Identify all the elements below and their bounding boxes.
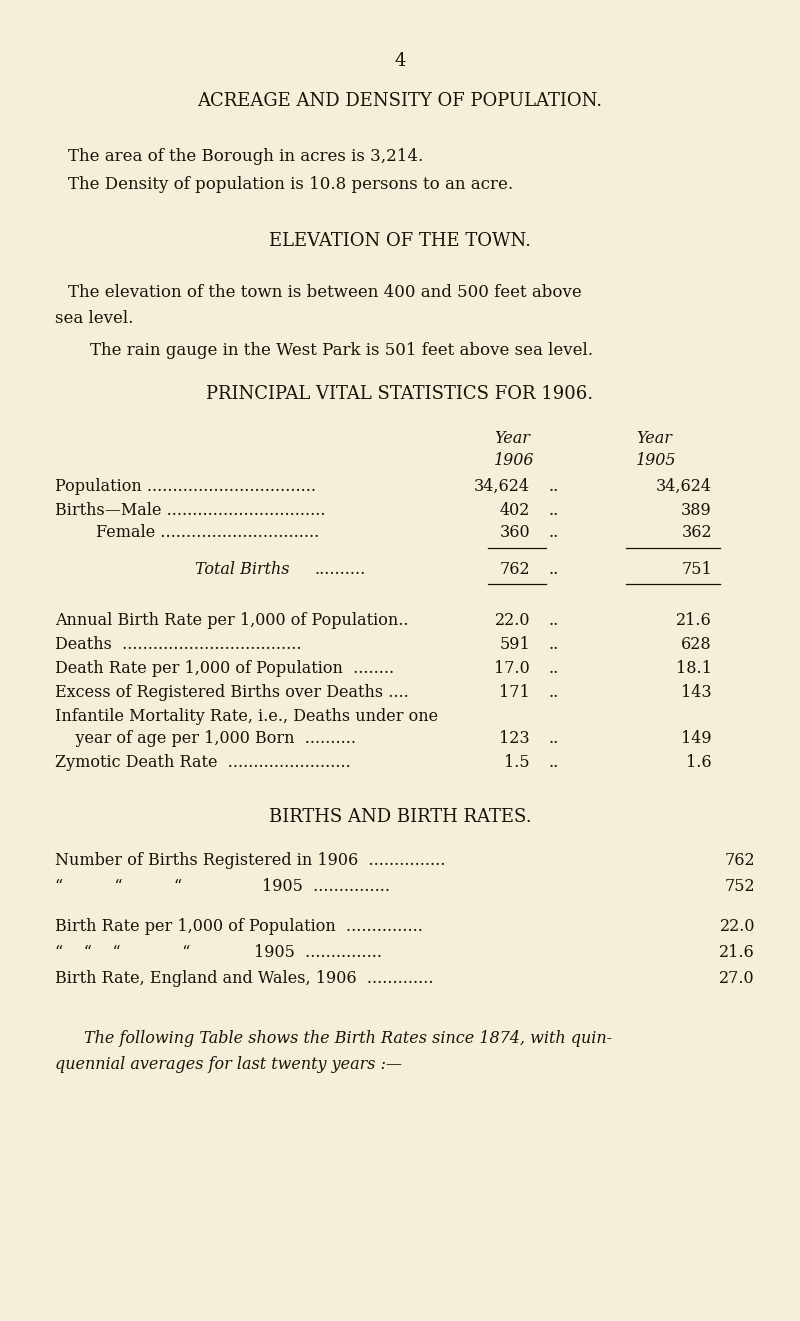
Text: 1905  ...............: 1905 ............... — [254, 945, 382, 960]
Text: Death Rate per 1,000 of Population  ........: Death Rate per 1,000 of Population .....… — [55, 660, 394, 676]
Text: Total Births: Total Births — [195, 561, 290, 579]
Text: The following Table shows the Birth Rates since 1874, with quin-: The following Table shows the Birth Rate… — [84, 1030, 612, 1048]
Text: ..: .. — [548, 561, 558, 579]
Text: 171: 171 — [499, 684, 530, 701]
Text: ELEVATION OF THE TOWN.: ELEVATION OF THE TOWN. — [269, 232, 531, 250]
Text: Excess of Registered Births over Deaths ....: Excess of Registered Births over Deaths … — [55, 684, 409, 701]
Text: ..: .. — [548, 660, 558, 676]
Text: 1.5: 1.5 — [504, 754, 530, 771]
Text: Birth Rate per 1,000 of Population  ...............: Birth Rate per 1,000 of Population .....… — [55, 918, 423, 935]
Text: 123: 123 — [499, 731, 530, 746]
Text: 360: 360 — [499, 524, 530, 542]
Text: ..: .. — [548, 478, 558, 495]
Text: Infantile Mortality Rate, i.e., Deaths under one: Infantile Mortality Rate, i.e., Deaths u… — [55, 708, 438, 725]
Text: 1.6: 1.6 — [686, 754, 712, 771]
Text: 21.6: 21.6 — [676, 612, 712, 629]
Text: Birth Rate, England and Wales, 1906  .............: Birth Rate, England and Wales, 1906 ....… — [55, 970, 434, 987]
Text: 4: 4 — [394, 52, 406, 70]
Text: 1905: 1905 — [636, 452, 677, 469]
Text: The elevation of the town is between 400 and 500 feet above: The elevation of the town is between 400… — [68, 284, 582, 301]
Text: The Density of population is 10.8 persons to an acre.: The Density of population is 10.8 person… — [68, 176, 513, 193]
Text: 17.0: 17.0 — [494, 660, 530, 676]
Text: ..: .. — [548, 754, 558, 771]
Text: 762: 762 — [499, 561, 530, 579]
Text: 1906: 1906 — [494, 452, 534, 469]
Text: year of age per 1,000 Born  ..........: year of age per 1,000 Born .......... — [55, 731, 356, 746]
Text: Female ...............................: Female ............................... — [55, 524, 319, 542]
Text: ..: .. — [548, 635, 558, 653]
Text: 21.6: 21.6 — [719, 945, 755, 960]
Text: ..: .. — [548, 731, 558, 746]
Text: Year: Year — [494, 431, 530, 446]
Text: ..: .. — [548, 612, 558, 629]
Text: 22.0: 22.0 — [719, 918, 755, 935]
Text: 34,624: 34,624 — [474, 478, 530, 495]
Text: ..........: .......... — [315, 561, 366, 579]
Text: The area of the Borough in acres is 3,214.: The area of the Borough in acres is 3,21… — [68, 148, 423, 165]
Text: 628: 628 — [682, 635, 712, 653]
Text: 762: 762 — [724, 852, 755, 869]
Text: Year: Year — [636, 431, 672, 446]
Text: ..: .. — [548, 502, 558, 519]
Text: 389: 389 — [682, 502, 712, 519]
Text: Annual Birth Rate per 1,000 of Population..: Annual Birth Rate per 1,000 of Populatio… — [55, 612, 409, 629]
Text: ACREAGE AND DENSITY OF POPULATION.: ACREAGE AND DENSITY OF POPULATION. — [198, 92, 602, 110]
Text: Population .................................: Population .............................… — [55, 478, 316, 495]
Text: “    “    “            “: “ “ “ “ — [55, 945, 190, 960]
Text: The rain gauge in the West Park is 501 feet above sea level.: The rain gauge in the West Park is 501 f… — [90, 342, 593, 359]
Text: 752: 752 — [724, 878, 755, 896]
Text: 34,624: 34,624 — [656, 478, 712, 495]
Text: PRINCIPAL VITAL STATISTICS FOR 1906.: PRINCIPAL VITAL STATISTICS FOR 1906. — [206, 384, 594, 403]
Text: BIRTHS AND BIRTH RATES.: BIRTHS AND BIRTH RATES. — [269, 808, 531, 826]
Text: 27.0: 27.0 — [719, 970, 755, 987]
Text: 18.1: 18.1 — [676, 660, 712, 676]
Text: 149: 149 — [682, 731, 712, 746]
Text: 22.0: 22.0 — [494, 612, 530, 629]
Text: ..: .. — [548, 524, 558, 542]
Text: 751: 751 — [682, 561, 712, 579]
Text: 591: 591 — [499, 635, 530, 653]
Text: Number of Births Registered in 1906  ...............: Number of Births Registered in 1906 ....… — [55, 852, 446, 869]
Text: 402: 402 — [500, 502, 530, 519]
Text: “          “          “: “ “ “ — [55, 878, 182, 896]
Text: 1905  ...............: 1905 ............... — [262, 878, 390, 896]
Text: Zymotic Death Rate  ........................: Zymotic Death Rate .....................… — [55, 754, 350, 771]
Text: quennial averages for last twenty years :—: quennial averages for last twenty years … — [55, 1055, 402, 1073]
Text: Births—Male ...............................: Births—Male ............................… — [55, 502, 326, 519]
Text: 362: 362 — [682, 524, 712, 542]
Text: Deaths  ...................................: Deaths .................................… — [55, 635, 302, 653]
Text: ..: .. — [548, 684, 558, 701]
Text: 143: 143 — [682, 684, 712, 701]
Text: sea level.: sea level. — [55, 310, 134, 328]
